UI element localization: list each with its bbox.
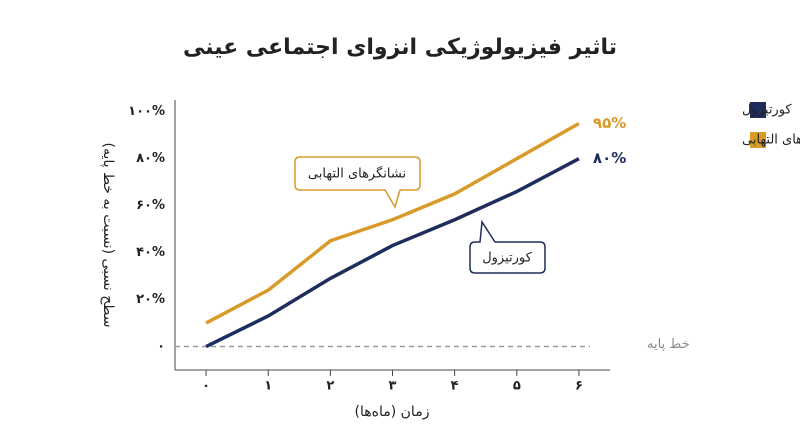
chart-title: تاثیر فیزیولوژیکی انزوای اجتماعی عینی xyxy=(183,35,617,60)
legend-swatch xyxy=(750,102,766,118)
series-line xyxy=(205,157,580,349)
data-label: ۹۵% xyxy=(593,114,626,132)
x-tick-label: ۳ xyxy=(389,379,397,394)
x-tick-label: ۴ xyxy=(451,379,459,394)
data-label: ۸۰% xyxy=(593,149,626,167)
y-tick-label: ۰ xyxy=(157,339,165,354)
y-tick-label: ۲۰% xyxy=(136,292,165,307)
x-tick-label: ۵ xyxy=(513,379,521,394)
baseline-label: خط پایه xyxy=(647,337,690,352)
y-tick-label: ۸۰% xyxy=(136,151,165,166)
legend-label: نشانگرهای التهابی xyxy=(742,132,800,148)
legend-label: کورتیزول xyxy=(742,103,792,118)
x-axis-label: زمان (ماه‌ها) xyxy=(355,404,430,420)
x-tick-label: ۶ xyxy=(575,379,583,394)
series-line xyxy=(205,121,580,325)
annotation: کورتیزول xyxy=(482,251,532,266)
x-tick-label: ۲ xyxy=(326,379,334,394)
callout-inflammatory: نشانگرهای التهابی xyxy=(294,156,421,209)
y-tick-label: ۶۰% xyxy=(136,198,165,213)
y-tick-label: ۱۰۰% xyxy=(128,104,165,119)
y-tick-label: ۴۰% xyxy=(136,245,165,260)
callout-cortisol: کورتیزول xyxy=(469,219,546,274)
x-tick-label: ۰ xyxy=(202,379,210,394)
annotation: نشانگرهای التهابی xyxy=(308,166,406,182)
y-axis-label: سطح نسبی (نسبت به خط پایه) xyxy=(100,143,116,328)
x-tick-label: ۱ xyxy=(264,379,272,394)
legend-swatch xyxy=(750,132,766,148)
